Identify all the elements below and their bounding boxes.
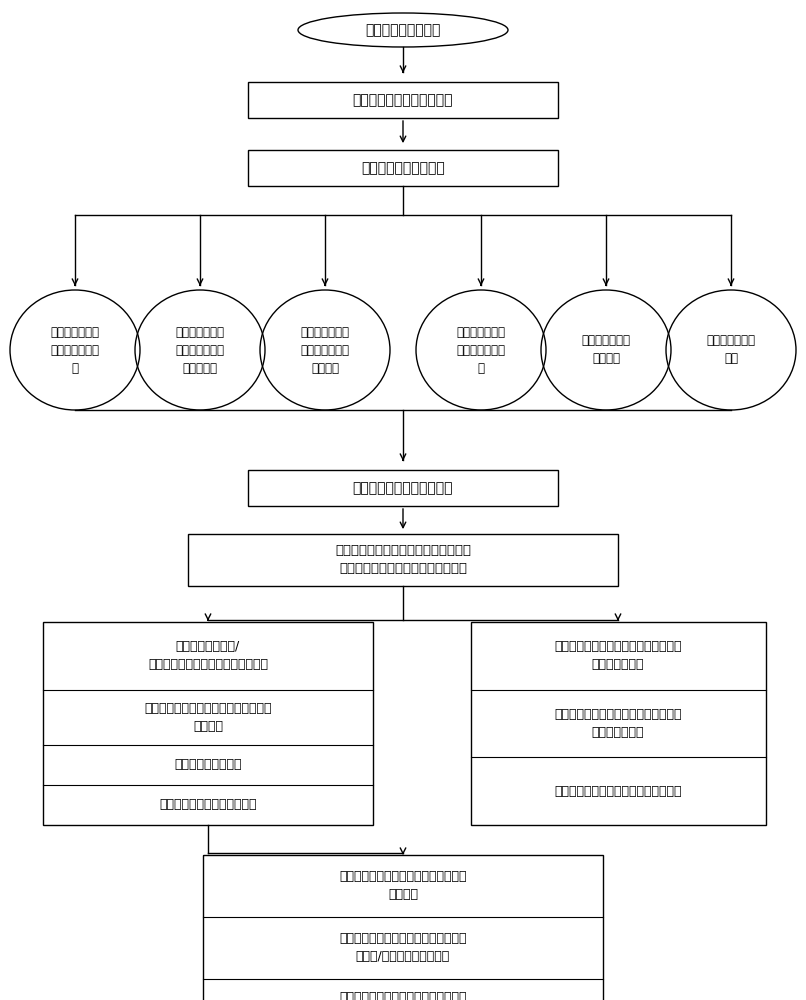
Bar (248, 470, 558, 506)
Bar (43, 622, 373, 825)
Text: 获取用户安全评估参数: 获取用户安全评估参数 (361, 161, 445, 175)
Bar (248, 82, 558, 118)
Bar (471, 622, 766, 825)
Bar (248, 150, 558, 186)
Text: 根据用户的地理位置向用户附近的公安
机关和/或医院发出报警通知: 根据用户的地理位置向用户附近的公安 机关和/或医院发出报警通知 (339, 932, 467, 964)
Text: 用户是否偏离预
设的出行路线以
及偏离程度: 用户是否偏离预 设的出行路线以 及偏离程度 (176, 326, 225, 374)
Text: 用户是否处于预
设的危险地点集
合: 用户是否处于预 设的危险地点集 合 (51, 326, 99, 374)
Text: 提醒用户进行个人安全确认: 提醒用户进行个人安全确认 (353, 481, 453, 495)
Bar (203, 855, 603, 1000)
Text: 用户输入了错误的安全确认并且超过了
预定次数: 用户输入了错误的安全确认并且超过了 预定次数 (144, 702, 272, 733)
Text: 用户佩戴可穿戴设备: 用户佩戴可穿戴设备 (365, 23, 441, 37)
Text: 用户通过安全密码、安全图形、安全动
作中的一者或多者进行个人安全确认: 用户通过安全密码、安全图形、安全动 作中的一者或多者进行个人安全确认 (335, 544, 471, 576)
Text: 用户在可穿戴设备上输入的密码与预设
的安全密码相符: 用户在可穿戴设备上输入的密码与预设 的安全密码相符 (555, 640, 682, 671)
Text: 确定可穿戴设备的工作模式: 确定可穿戴设备的工作模式 (353, 93, 453, 107)
Text: 用户在预定时间
内是否处于安全
地点集合: 用户在预定时间 内是否处于安全 地点集合 (301, 326, 350, 374)
Text: 用户是否按照预
定的交通方式出
行: 用户是否按照预 定的交通方式出 行 (456, 326, 505, 374)
Bar (188, 534, 618, 586)
Text: 在预设时间之内和/
或预设提醒次数之后未进行安全确认: 在预设时间之内和/ 或预设提醒次数之后未进行安全确认 (148, 641, 268, 672)
Text: 用户的情绪是否
异常: 用户的情绪是否 异常 (707, 334, 755, 365)
Text: 用户做出的动作与预设的安全动作相符: 用户做出的动作与预设的安全动作相符 (555, 785, 682, 798)
Text: 用户的生理指标微弱: 用户的生理指标微弱 (174, 758, 242, 772)
Text: 将用户所处的时间和地理位置上传至云
端: 将用户所处的时间和地理位置上传至云 端 (339, 991, 467, 1000)
Text: 用户的可穿戴设备非正常摘除: 用户的可穿戴设备非正常摘除 (160, 798, 257, 812)
Text: 用户在可穿戴设备上输入的图形与预设
的安全图形相符: 用户在可穿戴设备上输入的图形与预设 的安全图形相符 (555, 708, 682, 739)
Text: 用户的生理指标
是否微弱: 用户的生理指标 是否微弱 (581, 334, 630, 365)
Text: 向预设的联系人集合中的联系人员发出
安全警报: 向预设的联系人集合中的联系人员发出 安全警报 (339, 870, 467, 902)
